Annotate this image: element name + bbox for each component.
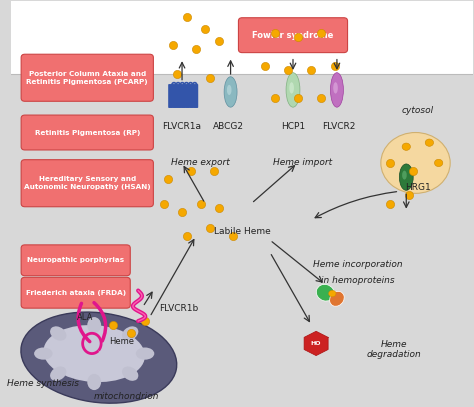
Point xyxy=(294,34,301,40)
Point xyxy=(262,62,269,69)
FancyBboxPatch shape xyxy=(185,84,190,108)
Point xyxy=(386,200,394,207)
Ellipse shape xyxy=(224,77,237,107)
Ellipse shape xyxy=(44,325,145,382)
Text: cytosol: cytosol xyxy=(402,106,434,115)
Point xyxy=(317,95,325,101)
Point xyxy=(206,225,214,231)
Ellipse shape xyxy=(34,348,53,360)
Point xyxy=(192,46,200,53)
Point xyxy=(128,330,135,337)
Polygon shape xyxy=(304,331,328,356)
Circle shape xyxy=(328,290,336,297)
Text: in hemoproteins: in hemoproteins xyxy=(321,276,394,285)
FancyBboxPatch shape xyxy=(193,84,198,108)
Text: Neuropathic porphyrias: Neuropathic porphyrias xyxy=(27,257,124,263)
Circle shape xyxy=(402,143,410,150)
Point xyxy=(164,176,172,182)
Ellipse shape xyxy=(227,85,231,95)
Point xyxy=(215,38,223,44)
Point xyxy=(405,192,412,199)
Point xyxy=(160,200,167,207)
Ellipse shape xyxy=(402,171,407,179)
Point xyxy=(215,204,223,211)
Point xyxy=(229,233,237,239)
Ellipse shape xyxy=(333,82,338,94)
Point xyxy=(410,168,417,174)
Ellipse shape xyxy=(50,366,66,381)
Point xyxy=(178,208,186,215)
FancyBboxPatch shape xyxy=(21,54,154,101)
Circle shape xyxy=(435,159,443,166)
FancyBboxPatch shape xyxy=(21,245,130,276)
Text: mitochondrion: mitochondrion xyxy=(94,392,159,400)
Text: Labile Heme: Labile Heme xyxy=(214,228,271,236)
Point xyxy=(317,30,325,36)
Ellipse shape xyxy=(289,82,294,94)
FancyBboxPatch shape xyxy=(21,277,130,308)
FancyBboxPatch shape xyxy=(189,84,194,108)
Point xyxy=(183,233,191,239)
Text: Heme
degradation: Heme degradation xyxy=(367,340,422,359)
Circle shape xyxy=(425,139,434,146)
Point xyxy=(210,168,218,174)
Ellipse shape xyxy=(136,348,155,360)
Point xyxy=(331,62,338,69)
Point xyxy=(197,200,204,207)
Ellipse shape xyxy=(330,73,343,107)
Ellipse shape xyxy=(122,326,138,341)
Ellipse shape xyxy=(329,291,344,306)
Point xyxy=(173,70,181,77)
Text: Retinitis Pigmentosa (RP): Retinitis Pigmentosa (RP) xyxy=(35,129,140,136)
Point xyxy=(169,42,177,48)
FancyBboxPatch shape xyxy=(176,84,182,108)
Point xyxy=(201,26,209,32)
Point xyxy=(109,322,117,328)
Point xyxy=(386,160,394,166)
Ellipse shape xyxy=(87,317,101,333)
Text: ABCG2: ABCG2 xyxy=(213,122,244,131)
FancyBboxPatch shape xyxy=(173,84,177,108)
Text: ALA: ALA xyxy=(77,313,93,322)
Point xyxy=(271,95,278,101)
Text: Hereditary Sensory and
Autonomic Neuropathy (HSAN): Hereditary Sensory and Autonomic Neuropa… xyxy=(24,177,151,190)
Text: HRG1: HRG1 xyxy=(405,183,431,192)
Text: Fowler syndrome: Fowler syndrome xyxy=(252,31,334,39)
Point xyxy=(294,95,301,101)
Text: FLVCR1b: FLVCR1b xyxy=(159,304,198,313)
Text: Heme export: Heme export xyxy=(171,158,230,167)
Point xyxy=(308,66,315,73)
Ellipse shape xyxy=(399,164,413,190)
Point xyxy=(206,74,214,81)
Point xyxy=(141,318,149,324)
Circle shape xyxy=(381,133,450,193)
Point xyxy=(284,66,292,73)
Text: HCP1: HCP1 xyxy=(281,122,305,131)
Point xyxy=(188,168,195,174)
Ellipse shape xyxy=(50,326,66,341)
Text: Posterior Column Ataxia and
Retinitis Pigmentosa (PCARP): Posterior Column Ataxia and Retinitis Pi… xyxy=(27,71,148,85)
Ellipse shape xyxy=(286,73,300,107)
FancyBboxPatch shape xyxy=(21,160,154,207)
Ellipse shape xyxy=(122,366,138,381)
Text: Heme incorporation: Heme incorporation xyxy=(313,260,402,269)
Text: FLVCR2: FLVCR2 xyxy=(322,122,356,131)
Text: HO: HO xyxy=(311,341,321,346)
FancyBboxPatch shape xyxy=(238,18,347,53)
Text: Friederich ataxia (FRDA): Friederich ataxia (FRDA) xyxy=(26,290,126,296)
Point xyxy=(271,30,278,36)
FancyBboxPatch shape xyxy=(11,1,474,74)
FancyBboxPatch shape xyxy=(168,84,173,108)
Ellipse shape xyxy=(87,374,101,390)
FancyBboxPatch shape xyxy=(181,84,186,108)
Text: Heme: Heme xyxy=(109,337,135,346)
Text: Heme import: Heme import xyxy=(273,158,332,167)
Text: Heme synthesis: Heme synthesis xyxy=(7,379,79,389)
Ellipse shape xyxy=(316,284,334,301)
Text: FLVCR1a: FLVCR1a xyxy=(163,122,201,131)
Point xyxy=(183,14,191,20)
FancyBboxPatch shape xyxy=(21,115,154,150)
Ellipse shape xyxy=(21,312,177,403)
